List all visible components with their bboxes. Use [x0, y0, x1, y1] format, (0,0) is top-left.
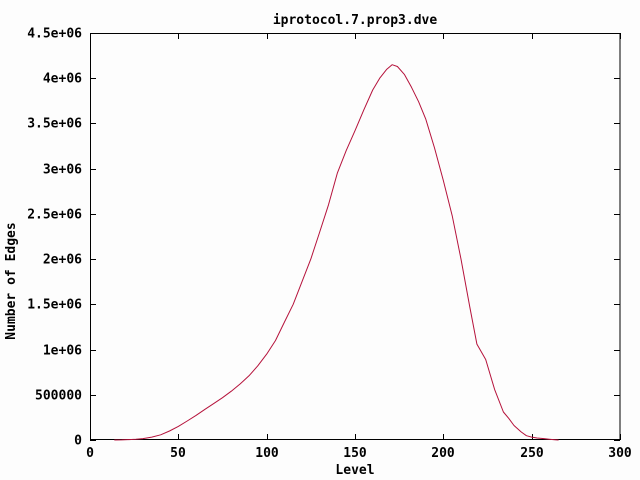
x-tick-label: 100: [255, 446, 279, 461]
x-axis-label: Level: [335, 463, 374, 478]
plot-frame: [90, 33, 621, 440]
x-tick-label: 50: [170, 446, 186, 461]
x-tick-label: 150: [343, 446, 367, 461]
y-tick-label: 3.5e+06: [27, 117, 82, 132]
tick-marks-layer: [90, 33, 621, 441]
x-tick-label: 200: [431, 446, 455, 461]
y-tick-label: 0: [74, 434, 82, 449]
x-tick-label: 250: [520, 446, 544, 461]
y-tick-label: 4e+06: [43, 72, 82, 87]
y-tick-label: 2e+06: [43, 253, 82, 268]
y-tick-label: 1.5e+06: [27, 298, 82, 313]
y-axis-label: Number of Edges: [4, 222, 19, 339]
data-series-line: [114, 64, 559, 441]
y-tick-label: 3e+06: [43, 163, 82, 178]
tick-labels-layer: 0 50 100 150 200 250 300 0 500000 1e+06 1.5e+06 2e+…: [27, 27, 632, 462]
x-tick-label: 0: [86, 446, 94, 461]
chart-title: iprotocol.7.prop3.dve: [273, 13, 438, 28]
y-tick-label: 2.5e+06: [27, 208, 82, 223]
y-tick-label: 1e+06: [43, 344, 82, 359]
x-tick-label: 300: [608, 446, 632, 461]
y-tick-label: 4.5e+06: [27, 27, 82, 42]
y-tick-label: 500000: [35, 389, 82, 404]
